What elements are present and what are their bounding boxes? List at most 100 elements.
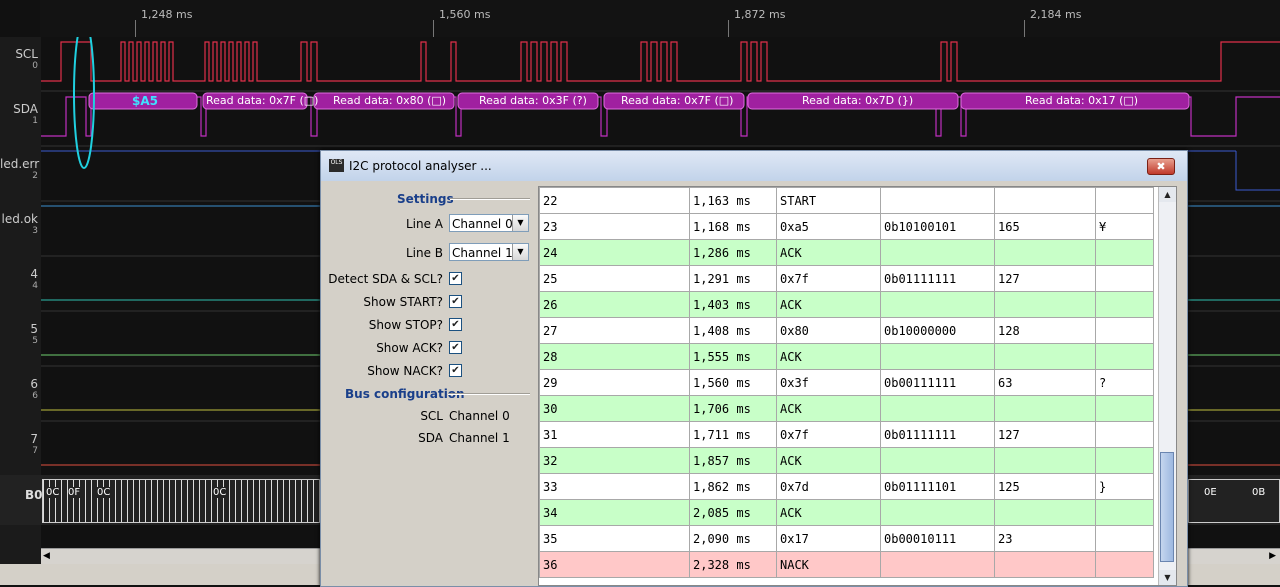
row-time-cell: 1,706 ms (689, 395, 777, 422)
table-row[interactable]: 25 1,291 ms 0x7f 0b01111111 127 (539, 265, 1154, 292)
dialog-title: I2C protocol analyser ... (349, 159, 492, 173)
table-row[interactable]: 23 1,168 ms 0xa5 0b10100101 165 ¥ (539, 213, 1154, 240)
table-row[interactable]: 22 1,163 ms START (539, 187, 1154, 214)
row-binary-cell: 0b01111111 (880, 421, 995, 448)
show-ack-checkbox[interactable]: ✔ (449, 341, 462, 354)
show-nack-checkbox[interactable]: ✔ (449, 364, 462, 377)
row-binary-cell: 0b10000000 (880, 317, 995, 344)
table-row[interactable]: 35 2,090 ms 0x17 0b00010111 23 (539, 525, 1154, 552)
row-decimal-cell (994, 551, 1096, 578)
row-binary-cell (880, 447, 995, 474)
scroll-up-icon[interactable]: ▲ (1159, 187, 1176, 202)
show-stop-label: Show STOP? (368, 318, 443, 332)
scrollbar-thumb[interactable] (1160, 452, 1174, 562)
row-binary-cell: 0b00010111 (880, 525, 995, 552)
line-a-select[interactable]: Channel 0 ▼ (449, 214, 529, 232)
row-index-cell: 23 (539, 213, 690, 240)
row-event-cell: 0x7f (776, 421, 881, 448)
sda-label: SDA (418, 431, 443, 445)
row-index-cell: 33 (539, 473, 690, 500)
led-err-tail (1235, 151, 1280, 191)
close-icon[interactable]: ✖ (1147, 158, 1175, 175)
row-decimal-cell (994, 187, 1096, 214)
table-row[interactable]: 26 1,403 ms ACK (539, 291, 1154, 318)
row-event-cell: 0xa5 (776, 213, 881, 240)
time-ruler[interactable]: 1,248 ms 1,560 ms 1,872 ms 2,184 ms (40, 0, 1280, 37)
bus-value: 0C (46, 487, 60, 498)
scroll-right-icon[interactable]: ▶ (1269, 551, 1276, 561)
show-nack-label: Show NACK? (367, 364, 443, 378)
table-row[interactable]: 32 1,857 ms ACK (539, 447, 1154, 474)
line-b-value: Channel 1 (452, 246, 513, 260)
chevron-down-icon: ▼ (512, 244, 528, 260)
row-event-cell: 0x7f (776, 265, 881, 292)
row-binary-cell (880, 395, 995, 422)
row-ascii-cell (1095, 525, 1154, 552)
channel-label-scl[interactable]: SCL 0 (15, 47, 38, 71)
row-event-cell: 0x3f (776, 369, 881, 396)
table-row[interactable]: 27 1,408 ms 0x80 0b10000000 128 (539, 317, 1154, 344)
row-time-cell: 1,711 ms (689, 421, 777, 448)
row-decimal-cell (994, 291, 1096, 318)
row-index-cell: 34 (539, 499, 690, 526)
table-row[interactable]: 31 1,711 ms 0x7f 0b01111111 127 (539, 421, 1154, 448)
table-row[interactable]: 36 2,328 ms NACK (539, 551, 1154, 578)
row-time-cell: 1,857 ms (689, 447, 777, 474)
row-binary-cell: 0b01111111 (880, 265, 995, 292)
row-ascii-cell (1095, 395, 1154, 422)
row-event-cell: ACK (776, 395, 881, 422)
row-time-cell: 1,286 ms (689, 239, 777, 266)
show-start-checkbox[interactable]: ✔ (449, 295, 462, 308)
scroll-down-icon[interactable]: ▼ (1159, 570, 1176, 585)
row-time-cell: 1,403 ms (689, 291, 777, 318)
table-row[interactable]: 24 1,286 ms ACK (539, 239, 1154, 266)
row-time-cell: 1,560 ms (689, 369, 777, 396)
table-row[interactable]: 29 1,560 ms 0x3f 0b00111111 63? (539, 369, 1154, 396)
table-row[interactable]: 33 1,862 ms 0x7d 0b01111101 125} (539, 473, 1154, 500)
row-index-cell: 28 (539, 343, 690, 370)
results-table-panel[interactable]: 22 1,163 ms START 23 1,168 ms 0xa5 0b10100101 1… (538, 186, 1177, 586)
row-event-cell: ACK (776, 447, 881, 474)
row-event-cell: ACK (776, 239, 881, 266)
row-binary-cell (880, 499, 995, 526)
row-decimal-cell (994, 239, 1096, 266)
row-index-cell: 25 (539, 265, 690, 292)
table-row[interactable]: 34 2,085 ms ACK (539, 499, 1154, 526)
scroll-left-icon[interactable]: ◀ (43, 551, 50, 561)
detect-sda-scl-checkbox[interactable]: ✔ (449, 272, 462, 285)
row-ascii-cell (1095, 421, 1154, 448)
line-a-label: Line A (405, 217, 443, 231)
row-index-cell: 22 (539, 187, 690, 214)
ruler-tick: 1,560 ms (439, 8, 491, 21)
table-row[interactable]: 28 1,555 ms ACK (539, 343, 1154, 370)
row-time-cell: 1,862 ms (689, 473, 777, 500)
sda-data-label: Read data: 0x7D (}) (802, 94, 914, 107)
row-decimal-cell (994, 343, 1096, 370)
channel-label-led-ok[interactable]: led.ok 3 (1, 212, 38, 236)
vertical-scrollbar[interactable]: ▲ ▼ (1158, 187, 1176, 585)
sda-annotations (88, 92, 1190, 110)
dialog-titlebar[interactable]: OLS I2C protocol analyser ... ✖ (321, 151, 1187, 181)
table-row[interactable]: 30 1,706 ms ACK (539, 395, 1154, 422)
line-b-select[interactable]: Channel 1 ▼ (449, 243, 529, 261)
row-index-cell: 35 (539, 525, 690, 552)
row-decimal-cell: 23 (994, 525, 1096, 552)
row-time-cell: 2,328 ms (689, 551, 777, 578)
i2c-analyser-dialog[interactable]: OLS I2C protocol analyser ... ✖ Settings… (320, 150, 1188, 587)
show-stop-checkbox[interactable]: ✔ (449, 318, 462, 331)
row-index-cell: 29 (539, 369, 690, 396)
bus-lane-left (42, 479, 320, 523)
scl-value: Channel 0 (449, 409, 510, 423)
channel-label-led-err[interactable]: led.err 2 (0, 157, 40, 181)
cursor-marker[interactable] (73, 37, 95, 169)
row-decimal-cell (994, 395, 1096, 422)
channel-label-sda[interactable]: SDA 1 (13, 102, 38, 126)
sda-data-label: Read data: 0x7F (□) (621, 94, 734, 107)
row-binary-cell (880, 239, 995, 266)
line-b-label: Line B (405, 246, 443, 260)
row-index-cell: 24 (539, 239, 690, 266)
